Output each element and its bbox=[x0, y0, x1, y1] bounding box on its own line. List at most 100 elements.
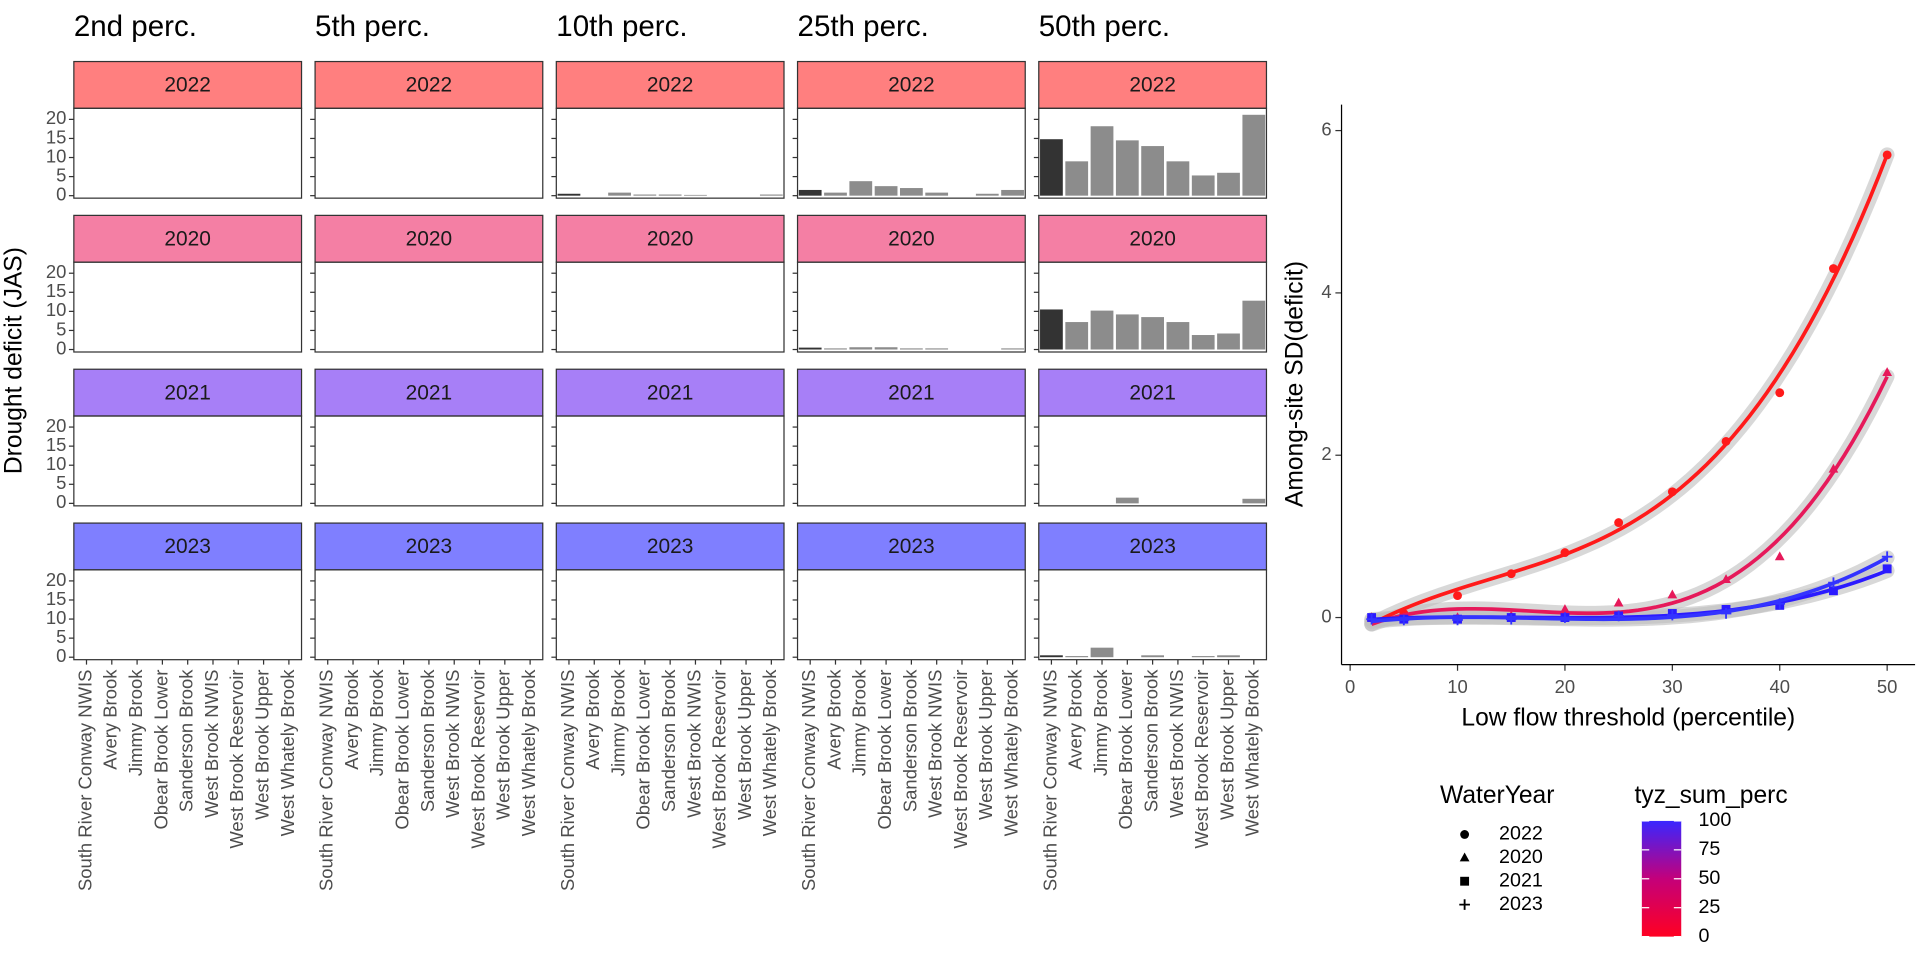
point bbox=[1667, 487, 1677, 497]
strip-label: 2020 bbox=[888, 228, 935, 251]
point bbox=[1774, 551, 1785, 561]
bar bbox=[1191, 175, 1215, 196]
x-tick-label: Sanderson Brook bbox=[176, 669, 197, 812]
strip-label: 2021 bbox=[647, 381, 694, 404]
point bbox=[1667, 589, 1678, 599]
panel-border bbox=[314, 569, 544, 661]
panel-border bbox=[796, 569, 1026, 661]
bar bbox=[1040, 309, 1063, 350]
x-tick-label: West Brook Reservoir bbox=[226, 670, 247, 849]
x-tick-label: West Whately Brook bbox=[1000, 669, 1021, 837]
point bbox=[1398, 614, 1410, 626]
panel-border bbox=[555, 107, 785, 199]
point bbox=[1614, 518, 1624, 528]
strip bbox=[796, 522, 1026, 571]
y-tick-label: 20 bbox=[46, 415, 67, 436]
x-tick-label: West Brook NWIS bbox=[683, 670, 704, 818]
x-tick-label: West Brook Reservoir bbox=[950, 670, 971, 849]
strip bbox=[314, 60, 544, 109]
strip bbox=[73, 522, 303, 571]
x-tick-label: West Brook Upper bbox=[251, 670, 272, 820]
x-tick-label: Obear Brook Lower bbox=[874, 670, 895, 830]
x-tick-label: Sanderson Brook bbox=[417, 669, 438, 812]
x-tick-label: Avery Brook bbox=[823, 669, 844, 770]
bar bbox=[1090, 647, 1114, 658]
bar bbox=[1001, 189, 1024, 196]
x-tick-label: Jimmy Brook bbox=[366, 669, 387, 776]
y-axis-label: Among-site SD(deficit) bbox=[1282, 261, 1309, 507]
point bbox=[1560, 604, 1570, 613]
x-tick-label: Avery Brook bbox=[341, 669, 362, 770]
x-tick-label: West Whately Brook bbox=[759, 669, 780, 837]
y-tick-label: 0 bbox=[56, 491, 66, 512]
strip-label: 2022 bbox=[1129, 74, 1176, 97]
bar bbox=[1001, 348, 1024, 350]
bar bbox=[1141, 655, 1164, 658]
y-tick-label: 15 bbox=[46, 126, 67, 147]
bar bbox=[900, 188, 923, 196]
x-tick-label: 30 bbox=[1662, 676, 1683, 697]
bar bbox=[633, 194, 657, 196]
x-tick-label: Obear Brook Lower bbox=[391, 670, 412, 830]
bar bbox=[1115, 497, 1139, 504]
bar bbox=[1217, 333, 1240, 350]
strip bbox=[796, 60, 1026, 109]
point bbox=[1505, 613, 1517, 625]
bar bbox=[824, 348, 847, 350]
bar bbox=[1191, 335, 1215, 350]
panel-border bbox=[73, 569, 303, 661]
panel-border bbox=[555, 569, 785, 661]
strip bbox=[1038, 60, 1268, 109]
x-tick-label: West Brook NWIS bbox=[925, 670, 946, 818]
x-tick-label: Sanderson Brook bbox=[658, 669, 679, 812]
strip-label: 2022 bbox=[406, 74, 453, 97]
x-tick-label: West Brook Upper bbox=[975, 670, 996, 820]
legend-label: 2022 bbox=[1499, 823, 1543, 845]
bar bbox=[1242, 300, 1266, 350]
bar bbox=[684, 194, 707, 196]
bar bbox=[874, 186, 898, 196]
column-title: 50th perc. bbox=[1039, 10, 1170, 43]
strip bbox=[314, 214, 544, 263]
bar bbox=[798, 347, 822, 350]
point bbox=[1366, 613, 1377, 625]
panel-border bbox=[1038, 569, 1268, 661]
point bbox=[1613, 597, 1624, 607]
strip bbox=[555, 522, 785, 571]
bar bbox=[1242, 498, 1266, 504]
x-tick-label: West Brook Upper bbox=[493, 670, 514, 820]
legend-symbol bbox=[1460, 830, 1470, 839]
strip-label: 2023 bbox=[164, 535, 211, 558]
x-tick-label: Obear Brook Lower bbox=[150, 670, 171, 830]
y-tick-label: 4 bbox=[1321, 281, 1331, 302]
panel-border bbox=[314, 261, 544, 353]
point bbox=[1559, 612, 1571, 623]
point bbox=[1828, 577, 1839, 588]
x-tick-label: West Brook Reservoir bbox=[709, 670, 730, 849]
legend-label: 2021 bbox=[1499, 869, 1543, 891]
strip-label: 2023 bbox=[647, 535, 694, 558]
x-axis-label: Low flow threshold (percentile) bbox=[1461, 704, 1795, 731]
y-tick-label: 20 bbox=[46, 569, 67, 590]
x-tick-label: 20 bbox=[1555, 676, 1576, 697]
y-tick-label: 0 bbox=[1321, 605, 1331, 626]
panel-border bbox=[1038, 415, 1268, 507]
panel-border bbox=[796, 261, 1026, 353]
x-tick-label: Jimmy Brook bbox=[125, 669, 146, 776]
bar bbox=[925, 348, 949, 350]
y-tick-label: 20 bbox=[46, 107, 67, 128]
strip-label: 2020 bbox=[164, 228, 211, 251]
strip-label: 2022 bbox=[647, 74, 694, 97]
x-tick-label: West Brook Upper bbox=[1216, 670, 1237, 820]
y-tick-label: 10 bbox=[46, 145, 67, 166]
legend-label: 2023 bbox=[1499, 893, 1543, 915]
y-tick-label: 5 bbox=[56, 164, 66, 185]
colorbar-label: 75 bbox=[1698, 838, 1720, 860]
strip bbox=[555, 368, 785, 417]
x-tick-label: West Brook Upper bbox=[734, 670, 755, 820]
bar bbox=[1166, 322, 1190, 350]
strip-label: 2020 bbox=[1129, 228, 1176, 251]
colorbar-label: 50 bbox=[1698, 867, 1720, 889]
